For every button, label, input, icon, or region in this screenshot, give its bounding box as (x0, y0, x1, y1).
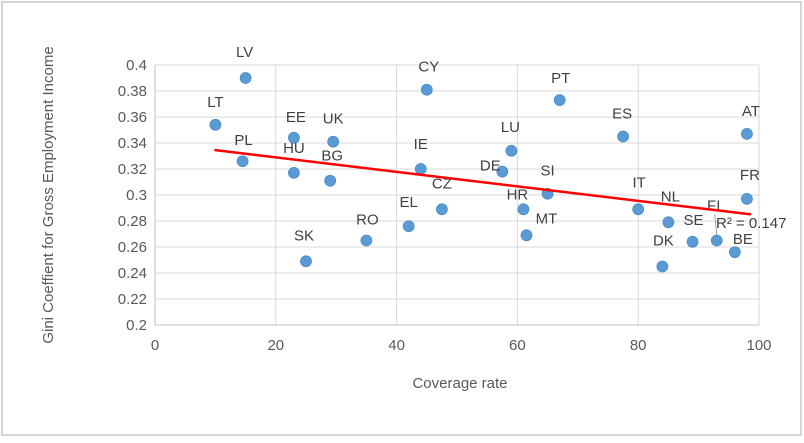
data-point-lu (505, 144, 518, 157)
data-point-pl (236, 155, 249, 168)
data-point-fr (741, 193, 753, 205)
label-leader-line-fi (714, 214, 718, 235)
data-point-lv (239, 72, 252, 84)
data-point-lt (209, 118, 222, 131)
data-point-it (632, 203, 645, 216)
data-point-label-si: SI (541, 163, 555, 180)
data-point-label-ie: IE (414, 136, 428, 153)
data-point-label-pt: PT (551, 70, 570, 87)
chart-generated-layer: 0.2 0.22 0.24 0.26 0.28 0.3 0.32 0.34 0.36 0.38 0.… (118, 44, 772, 354)
data-point-se (686, 235, 699, 248)
data-point-at (741, 128, 753, 140)
data-point-hr (517, 203, 530, 216)
data-point-label-be: BE (733, 231, 753, 248)
x-tick-label: 100 (746, 337, 771, 354)
y-tick-label: 0.22 (118, 291, 147, 308)
data-point-label-fr: FR (740, 167, 760, 184)
y-tick-label: 0.26 (118, 239, 147, 256)
r-squared-label: R² = 0.147 (716, 215, 786, 232)
data-point-label-bg: BG (321, 148, 343, 165)
data-point-label-cy: CY (418, 59, 439, 76)
data-point-label-nl: NL (661, 188, 680, 205)
y-tick-label: 0.4 (126, 57, 147, 74)
y-axis-title: Gini Coeffient for Gross Employment Inco… (40, 46, 57, 343)
data-point-label-se: SE (684, 212, 704, 229)
data-point-cz (436, 203, 448, 216)
y-tick-label: 0.34 (118, 135, 147, 152)
y-tick-label: 0.3 (126, 187, 147, 204)
y-tick-label: 0.38 (118, 83, 147, 100)
data-point-label-lv: LV (236, 44, 253, 61)
x-tick-label: 0 (151, 337, 159, 354)
data-point-label-dk: DK (653, 233, 674, 250)
data-point-nl (662, 216, 675, 229)
y-tick-label: 0.32 (118, 161, 147, 178)
data-point-label-it: IT (633, 174, 646, 191)
x-tick-label: 60 (509, 337, 526, 354)
data-point-el (402, 220, 415, 233)
data-point-ro (360, 234, 373, 247)
data-point-mt (520, 229, 533, 242)
data-point-uk (327, 135, 340, 148)
data-point-dk (656, 260, 669, 273)
y-tick-label: 0.2 (126, 317, 147, 334)
data-point-label-lu: LU (501, 119, 520, 136)
data-point-label-mt: MT (536, 210, 558, 227)
data-point-label-cz: CZ (432, 175, 452, 192)
data-point-label-ee: EE (286, 109, 306, 126)
data-point-hu (288, 167, 300, 179)
x-axis-title: Coverage rate (412, 375, 507, 392)
data-point-de (496, 165, 509, 178)
data-point-ee (288, 131, 300, 144)
data-point-be (728, 246, 741, 259)
data-point-label-el: EL (400, 194, 418, 211)
data-point-pt (553, 94, 566, 106)
data-point-cy (420, 83, 433, 96)
data-point-sk (300, 255, 312, 268)
data-point-ie (414, 163, 427, 175)
data-point-label-hr: HR (507, 186, 529, 203)
data-point-label-fi: FI (707, 198, 720, 215)
y-tick-label: 0.24 (118, 265, 147, 282)
data-point-label-ro: RO (356, 212, 379, 229)
data-point-label-de: DE (480, 158, 501, 175)
data-point-label-at: AT (742, 103, 760, 120)
x-tick-label: 20 (267, 337, 284, 354)
data-point-es (617, 130, 629, 143)
data-point-label-uk: UK (323, 111, 344, 128)
data-point-label-hu: HU (283, 140, 305, 157)
trendline (214, 148, 752, 216)
y-tick-label: 0.28 (118, 213, 147, 230)
data-point-fi (710, 234, 723, 247)
data-point-label-sk: SK (294, 227, 314, 244)
data-point-bg (324, 174, 337, 187)
y-tick-label: 0.36 (118, 109, 147, 126)
data-point-label-es: ES (612, 106, 632, 123)
x-tick-label: 80 (630, 337, 647, 354)
data-point-label-pl: PL (234, 132, 252, 149)
x-tick-label: 40 (388, 337, 405, 354)
data-point-label-lt: LT (207, 94, 223, 111)
